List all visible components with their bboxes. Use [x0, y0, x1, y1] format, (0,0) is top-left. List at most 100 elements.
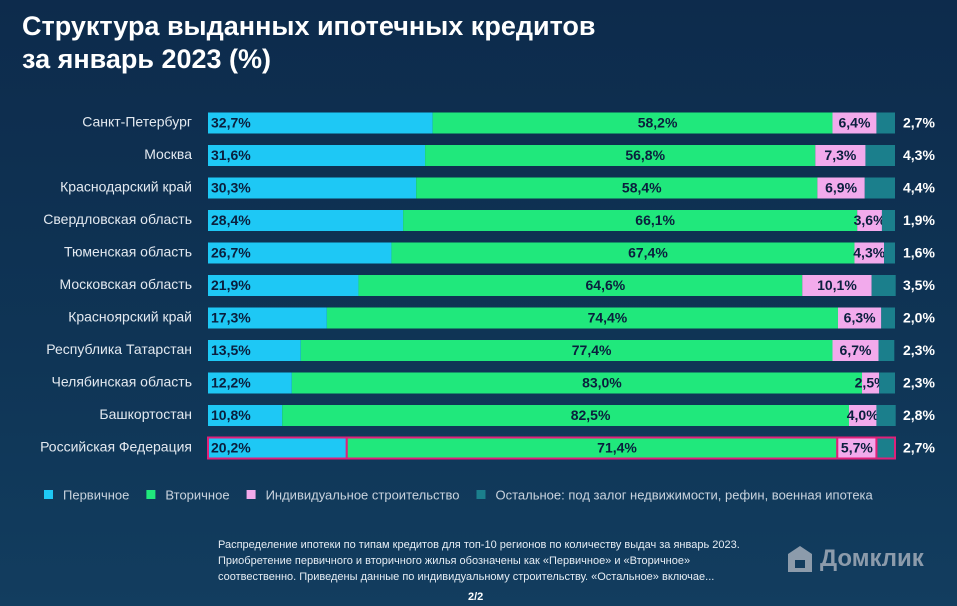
y-tick-label: Башкортостан — [99, 406, 192, 422]
y-tick-label: Республика Татарстан — [46, 341, 192, 357]
value-label: 5,7% — [841, 440, 873, 456]
chart: Санкт-Петербург 32,7% 58,2% 6,4% 2,7% Москва 3… — [40, 112, 935, 503]
value-label: 2,8% — [903, 407, 935, 423]
value-label: 67,4% — [628, 245, 668, 261]
y-tick-label: Москва — [144, 146, 192, 162]
value-label: 3,5% — [903, 277, 935, 293]
value-label: 4,3% — [903, 147, 935, 163]
value-label: 2,5% — [855, 375, 887, 391]
value-label: 2,7% — [903, 440, 935, 456]
bar-segment — [862, 372, 880, 394]
logo-text: Домклик — [820, 545, 924, 572]
value-label: 83,0% — [582, 375, 622, 391]
value-label: 30,3% — [211, 180, 251, 196]
bar-segment — [208, 242, 392, 264]
value-label: 32,7% — [211, 115, 251, 131]
bar-segment — [879, 372, 895, 394]
value-label: 17,3% — [211, 310, 251, 326]
bar-segment — [864, 177, 895, 199]
bar-segment — [208, 210, 404, 231]
y-tick-label: Российская Федерация — [40, 439, 192, 455]
bar-segment — [208, 177, 417, 199]
bar-segment — [432, 112, 833, 134]
bar-segment — [802, 275, 872, 296]
logo: Домклик — [786, 544, 924, 574]
y-tick-label: Санкт-Петербург — [82, 114, 192, 130]
value-label: 20,2% — [211, 440, 251, 456]
value-label: 6,3% — [844, 310, 876, 326]
bar-segment — [425, 145, 816, 166]
y-tick-label: Тюменская область — [64, 244, 192, 260]
value-label: 4,3% — [853, 245, 885, 261]
value-label: 2,3% — [903, 375, 935, 391]
y-tick-label: Московская область — [60, 276, 192, 292]
bar-segment — [291, 372, 863, 394]
value-label: 4,4% — [903, 180, 935, 196]
value-label: 7,3% — [824, 147, 856, 163]
y-tick-label: Красноярский край — [68, 309, 192, 325]
legend-label: Вторичное — [165, 487, 229, 502]
bar-segment — [871, 275, 896, 296]
bar-segment — [391, 242, 855, 264]
bar-segment — [884, 242, 895, 264]
bar-segment — [854, 242, 885, 264]
bar-segment — [326, 307, 838, 329]
bar-segment — [208, 112, 433, 134]
value-label: 58,4% — [622, 180, 662, 196]
y-tick-label: Свердловская область — [43, 211, 192, 227]
value-label: 82,5% — [571, 407, 611, 423]
page-indicator: 2/2 — [468, 591, 484, 603]
y-tick-label: Краснодарский край — [60, 179, 192, 195]
value-label: 74,4% — [588, 310, 628, 326]
bar-segment — [815, 145, 866, 166]
logo-icon — [788, 546, 812, 572]
y-tick-label: Челябинская область — [52, 374, 193, 390]
value-label: 6,9% — [825, 180, 857, 196]
value-label: 58,2% — [638, 115, 678, 131]
value-label: 2,3% — [903, 342, 935, 358]
legend-swatch — [476, 490, 486, 499]
value-label: 3,6% — [854, 212, 886, 228]
bar-segment — [848, 405, 877, 426]
bar-segment — [208, 405, 283, 426]
value-label: 4,0% — [847, 407, 879, 423]
value-label: 12,2% — [211, 375, 251, 391]
bar-segment — [403, 210, 858, 231]
bar-segment — [817, 177, 865, 199]
value-label: 10,8% — [211, 407, 251, 423]
bar-segment — [832, 112, 877, 134]
chart-title: Структура выданных ипотечных кредитов за… — [22, 11, 596, 74]
value-label: 1,9% — [903, 212, 935, 228]
bar-segment — [208, 145, 426, 166]
value-label: 1,6% — [903, 245, 935, 261]
bar-segment — [875, 436, 896, 460]
value-label: 21,9% — [211, 277, 251, 293]
caption: Распределение ипотеки по типам кредитов … — [218, 539, 740, 583]
bar-segment — [358, 275, 803, 296]
value-label: 66,1% — [635, 212, 675, 228]
legend-swatch — [44, 490, 53, 499]
value-label: 13,5% — [211, 342, 251, 358]
legend-label: Остальное: под залог недвижимости, рефин… — [495, 487, 873, 502]
legend-label: Первичное — [63, 487, 129, 502]
bar-segment — [416, 177, 818, 199]
bar-segment — [832, 340, 879, 361]
bar-segment — [865, 145, 895, 166]
legend-swatch — [146, 490, 156, 499]
bar-segment — [208, 307, 327, 329]
bar-segment — [876, 405, 896, 426]
value-label: 71,4% — [597, 440, 637, 456]
bar-segment — [881, 307, 895, 329]
value-label: 2,7% — [903, 115, 935, 131]
bar-segment — [881, 210, 895, 231]
value-label: 2,0% — [903, 310, 935, 326]
bar-segment — [208, 340, 301, 361]
bar-segment — [857, 210, 882, 231]
value-label: 26,7% — [211, 245, 251, 261]
bar-segment — [208, 275, 359, 296]
legend-label: Индивидуальное строительство — [266, 487, 460, 502]
bar-segment — [878, 340, 895, 361]
value-label: 56,8% — [625, 147, 665, 163]
value-label: 28,4% — [211, 212, 251, 228]
